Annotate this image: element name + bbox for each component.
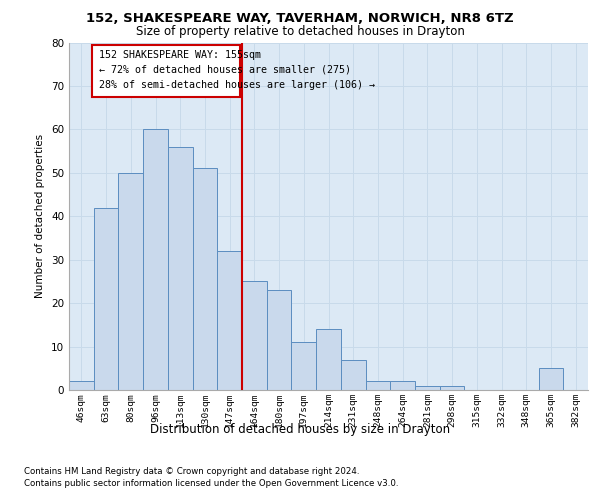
Y-axis label: Number of detached properties: Number of detached properties <box>35 134 46 298</box>
Bar <box>69 382 94 390</box>
Bar <box>539 368 563 390</box>
Text: Contains public sector information licensed under the Open Government Licence v3: Contains public sector information licen… <box>24 479 398 488</box>
Bar <box>193 168 217 390</box>
Text: 152 SHAKESPEARE WAY: 155sqm: 152 SHAKESPEARE WAY: 155sqm <box>99 50 261 59</box>
Bar <box>242 282 267 390</box>
Bar <box>390 382 415 390</box>
Bar <box>217 251 242 390</box>
Bar <box>143 130 168 390</box>
Bar <box>267 290 292 390</box>
Bar <box>92 44 240 97</box>
Bar <box>365 382 390 390</box>
Text: Distribution of detached houses by size in Drayton: Distribution of detached houses by size … <box>150 422 450 436</box>
Bar <box>118 173 143 390</box>
Text: 152, SHAKESPEARE WAY, TAVERHAM, NORWICH, NR8 6TZ: 152, SHAKESPEARE WAY, TAVERHAM, NORWICH,… <box>86 12 514 26</box>
Bar <box>341 360 365 390</box>
Bar <box>415 386 440 390</box>
Text: Contains HM Land Registry data © Crown copyright and database right 2024.: Contains HM Land Registry data © Crown c… <box>24 468 359 476</box>
Text: Size of property relative to detached houses in Drayton: Size of property relative to detached ho… <box>136 25 464 38</box>
Bar <box>94 208 118 390</box>
Bar <box>292 342 316 390</box>
Bar <box>316 329 341 390</box>
Text: ← 72% of detached houses are smaller (275): ← 72% of detached houses are smaller (27… <box>99 64 351 74</box>
Text: 28% of semi-detached houses are larger (106) →: 28% of semi-detached houses are larger (… <box>99 80 375 90</box>
Bar <box>440 386 464 390</box>
Bar <box>168 147 193 390</box>
